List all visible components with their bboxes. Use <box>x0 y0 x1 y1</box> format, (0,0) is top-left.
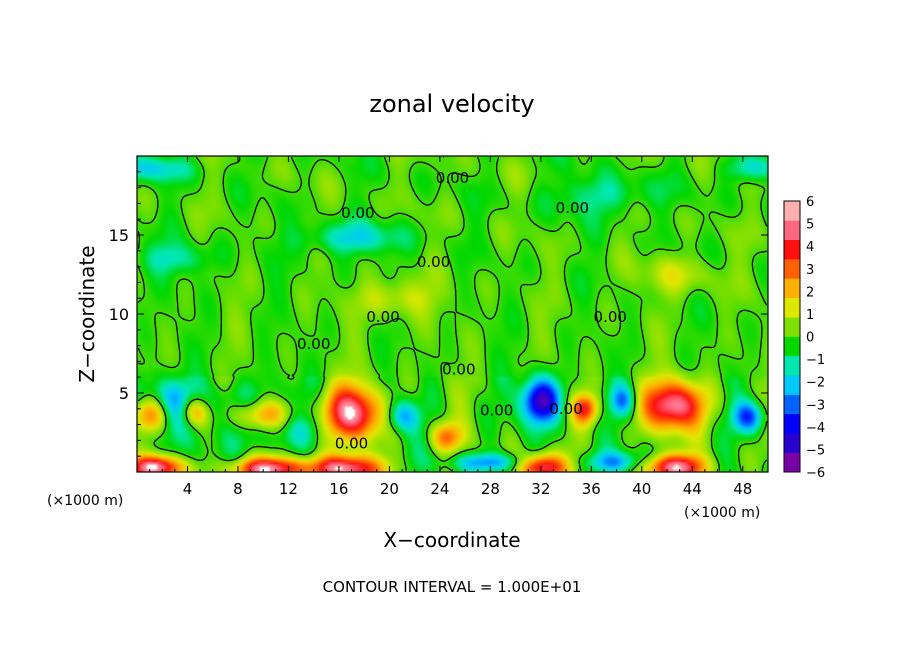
x-unit-right: (×1000 m) <box>684 505 760 521</box>
colorbar-label: 5 <box>806 218 814 233</box>
colorbar-swatch <box>784 317 800 337</box>
x-tick-label: 24 <box>430 480 449 498</box>
colorbar-swatch <box>784 278 800 299</box>
contour-label: 0.00 <box>594 308 627 326</box>
x-tick-label: 36 <box>582 480 601 498</box>
velocity-field <box>137 156 768 472</box>
x-tick-label: 16 <box>329 480 348 498</box>
x-unit-left: (×1000 m) <box>47 493 123 509</box>
colorbar-swatch <box>784 220 800 241</box>
y-tick-label: 15 <box>109 226 129 245</box>
colorbar-swatch <box>784 297 800 318</box>
chart-title: zonal velocity <box>369 90 534 118</box>
contour-label: 0.00 <box>417 253 450 271</box>
contour-label: 0.00 <box>341 204 374 222</box>
colorbar-swatch <box>784 201 800 221</box>
colorbar-swatch <box>784 375 800 395</box>
colorbar-label: 0 <box>806 331 814 346</box>
colorbar-swatch <box>784 259 800 279</box>
plot-area <box>137 156 768 472</box>
colorbar-label: 1 <box>806 308 814 323</box>
colorbar-label: −4 <box>806 421 825 436</box>
colorbar-label: 2 <box>806 285 814 300</box>
x-axis-label: X−coordinate <box>383 528 520 552</box>
x-tick-label: 40 <box>632 480 651 498</box>
zero-contour-line <box>137 156 768 472</box>
colorbar-swatch <box>784 413 800 434</box>
x-tick-label: 48 <box>733 480 752 498</box>
contour-label: 0.00 <box>366 308 399 326</box>
colorbar-label: −5 <box>806 443 825 458</box>
contour-label: 0.00 <box>549 400 582 418</box>
colorbar-frame <box>783 200 801 473</box>
colorbar-swatch <box>784 355 800 376</box>
x-tick-label: 20 <box>380 480 399 498</box>
contour-label: 0.00 <box>297 335 330 353</box>
colorbar-label: 3 <box>806 263 814 278</box>
y-tick-label: 5 <box>119 384 129 403</box>
colorbar-label: −2 <box>806 376 825 391</box>
zero-contours <box>137 156 768 472</box>
x-tick-label: 44 <box>683 480 702 498</box>
colorbar-swatch <box>784 452 800 473</box>
contour-label: 0.00 <box>436 169 469 187</box>
colorbar-swatch <box>784 336 800 357</box>
contour-label: 0.00 <box>480 401 513 419</box>
x-tick-label: 4 <box>183 480 193 498</box>
y-tick-label: 10 <box>109 305 129 324</box>
x-tick-label: 28 <box>481 480 500 498</box>
colorbar-swatch <box>784 239 800 260</box>
y-axis: 5 10 15 <box>109 171 768 457</box>
x-tick-label: 8 <box>233 480 243 498</box>
x-tick-label: 32 <box>531 480 550 498</box>
colorbar-label: −1 <box>806 353 825 368</box>
colorbar-label: 6 <box>806 195 814 210</box>
colorbar-label: −3 <box>806 398 825 413</box>
x-tick-label: 12 <box>279 480 298 498</box>
y-axis-label: Z−coordinate <box>75 245 99 382</box>
contour-interval-note: CONTOUR INTERVAL = 1.000E+01 <box>323 578 582 596</box>
colorbar-swatch <box>784 433 800 453</box>
x-axis: 4 8 12 16 20 24 28 32 36 40 44 48 <box>149 156 756 498</box>
contour-label: 0.00 <box>335 435 368 453</box>
colorbar-label: 4 <box>806 240 814 255</box>
colorbar-swatch <box>784 394 800 415</box>
colorbar-label: −6 <box>806 466 825 481</box>
contour-label: 0.00 <box>442 360 475 378</box>
colorbar: −6 −5 −4 −3 −2 −1 0 1 2 3 4 5 6 <box>783 195 825 481</box>
contour-label: 0.00 <box>556 199 589 217</box>
contour-labels: 0.00 0.00 0.00 0.00 0.00 0.00 0.00 0.00 0.00 0.00… <box>297 169 627 452</box>
